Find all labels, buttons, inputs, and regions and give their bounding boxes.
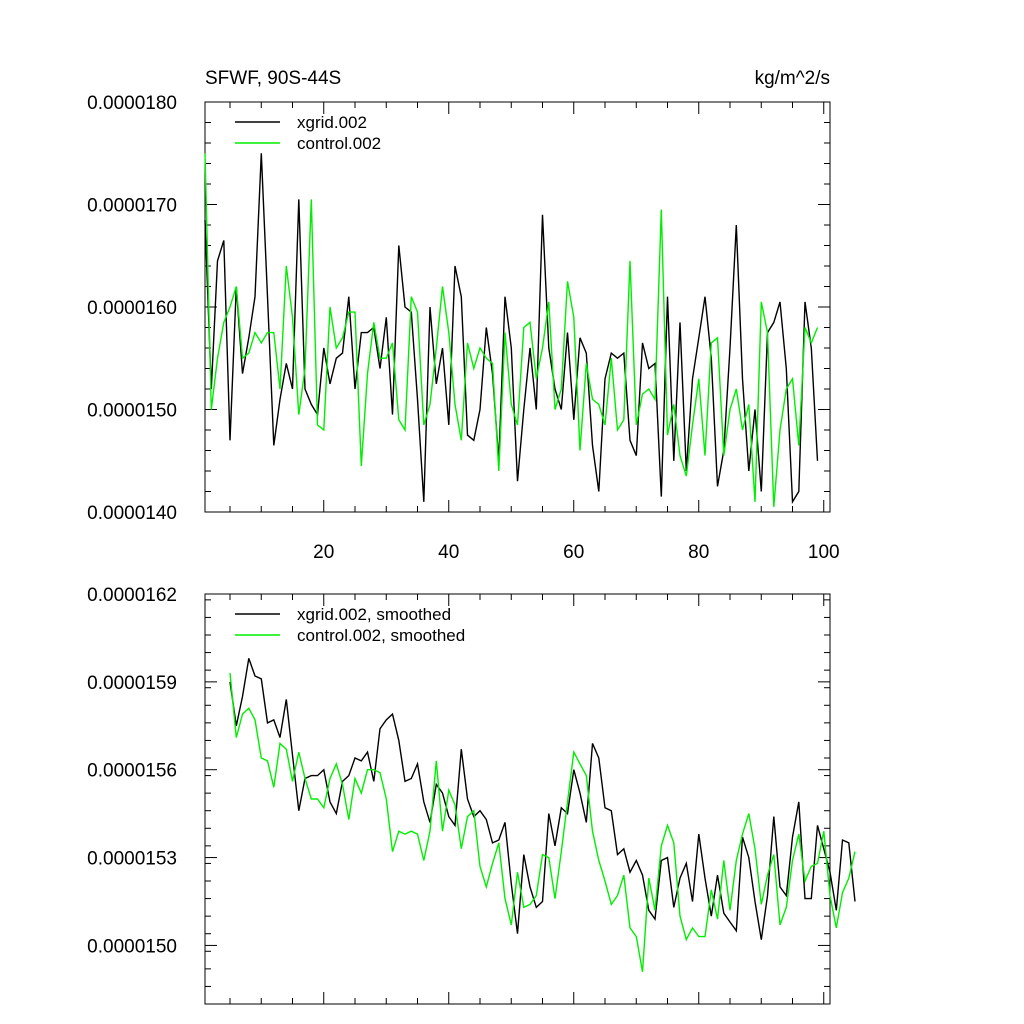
bottom-panel: 0.0000150 0.0000153 0.0000156 0.0000159 0.00… <box>87 585 856 1005</box>
x-tick-label: 60 <box>563 542 584 563</box>
y-tick-label: 0.0000150 <box>87 936 177 957</box>
legend-label: xgrid.002 <box>297 113 367 132</box>
y-tick-label: 0.0000170 <box>87 196 177 217</box>
legend-label: control.002, smoothed <box>297 626 465 645</box>
x-tick-label: 80 <box>688 542 709 563</box>
y-tick-label: 0.0000150 <box>87 401 177 422</box>
y-tick-label: 0.0000160 <box>87 298 177 319</box>
y-tick-label: 0.0000162 <box>87 585 177 606</box>
plot-frame <box>204 593 831 1005</box>
units-label: kg/m^2/s <box>755 68 830 89</box>
y-tick-label: 0.0000156 <box>87 761 177 782</box>
series-line-xgrid <box>229 658 856 940</box>
x-tick-label: 20 <box>313 542 334 563</box>
x-tick-label: 100 <box>808 542 840 563</box>
x-tick-label: 40 <box>438 542 459 563</box>
legend-label: control.002 <box>297 134 381 153</box>
y-tick-label: 0.0000140 <box>87 503 177 524</box>
y-tick-label: 0.0000153 <box>87 849 177 870</box>
top-panel: SFWF, 90S-44S kg/m^2/s 0.0000140 0.0000150 0… <box>87 68 839 563</box>
y-tick-label: 0.0000180 <box>87 93 177 114</box>
plot-frame <box>204 101 831 513</box>
legend-label: xgrid.002, smoothed <box>297 605 451 624</box>
series-line-control <box>229 673 856 972</box>
series-line-control <box>204 153 819 507</box>
y-tick-label: 0.0000159 <box>87 673 177 694</box>
series-line-xgrid <box>204 153 819 505</box>
chart-title: SFWF, 90S-44S <box>205 68 341 89</box>
